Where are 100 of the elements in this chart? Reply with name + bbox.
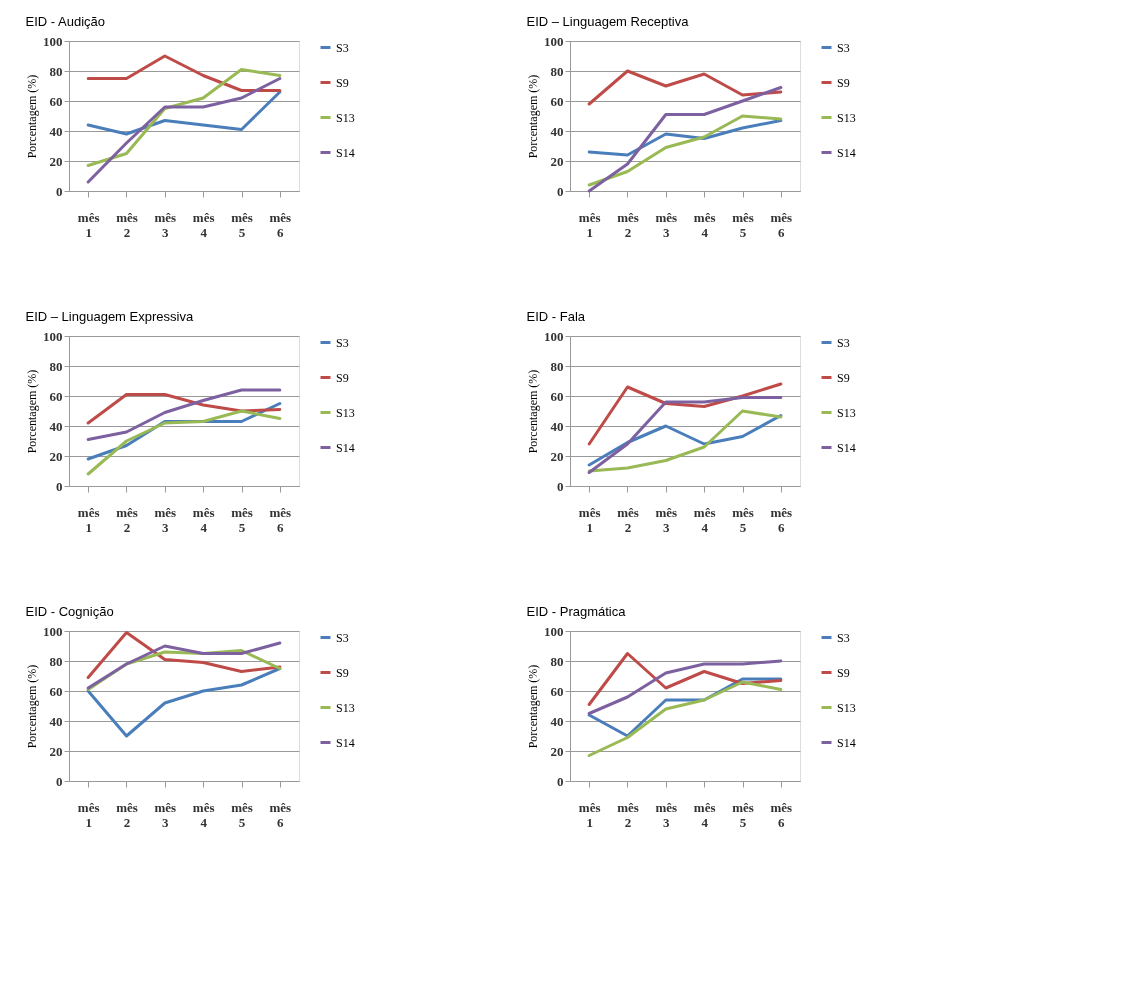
y-tick-label: 80	[550, 358, 564, 374]
legend-label: S9	[336, 370, 349, 385]
legend-label: S14	[336, 440, 355, 455]
y-tick-label: 100	[544, 623, 564, 639]
chart-title: EID – Linguagem Expressiva	[25, 309, 194, 324]
line-series	[86, 77, 282, 184]
legend-label: S3	[837, 40, 850, 55]
legend-label: S3	[336, 40, 349, 55]
line-series	[86, 68, 282, 167]
y-tick-label: 40	[550, 418, 564, 434]
x-tick-label: mês 5	[732, 209, 754, 240]
line-series	[587, 680, 783, 757]
line-series	[86, 667, 282, 738]
y-tick-label: 60	[550, 93, 564, 109]
x-tick-label: mês 5	[231, 504, 253, 535]
x-tick-label: mês 3	[655, 209, 678, 240]
y-axis-title: Porcentagem (%)	[25, 369, 39, 454]
y-axis-title: Porcentagem (%)	[526, 664, 540, 749]
y-tick-label: 80	[550, 63, 564, 79]
x-tick-label: mês 5	[231, 209, 253, 240]
line-series	[86, 393, 282, 425]
x-tick-label: mês 2	[116, 209, 138, 240]
line-series	[86, 631, 282, 679]
y-tick-label: 0	[557, 478, 564, 494]
x-tick-label: mês 3	[655, 799, 678, 830]
x-tick-label: mês 5	[231, 799, 253, 830]
x-tick-label: mês 3	[655, 504, 678, 535]
x-tick-label: mês 1	[77, 799, 100, 830]
x-tick-label: mês 3	[154, 209, 177, 240]
line-series	[86, 388, 282, 441]
legend-label: S13	[837, 405, 856, 420]
x-tick-label: mês 6	[269, 504, 292, 535]
y-tick-label: 0	[56, 478, 63, 494]
y-axis-title: Porcentagem (%)	[526, 74, 540, 159]
y-tick-label: 40	[49, 713, 63, 729]
line-series	[86, 409, 282, 476]
x-tick-label: mês 1	[578, 799, 601, 830]
x-tick-label: mês 6	[770, 799, 793, 830]
y-tick-label: 100	[43, 33, 63, 49]
legend-label: S13	[336, 405, 355, 420]
chart-title: EID - Audição	[25, 14, 105, 29]
x-tick-label: mês 5	[732, 504, 754, 535]
x-tick-label: mês 1	[578, 504, 601, 535]
legend-label: S14	[837, 735, 856, 750]
chart-title: EID - Fala	[526, 309, 586, 324]
legend-label: S13	[837, 700, 856, 715]
legend-label: S9	[837, 665, 850, 680]
line-series	[587, 652, 783, 706]
x-tick-label: mês 4	[693, 209, 716, 240]
y-tick-label: 20	[550, 153, 564, 169]
line-series	[86, 90, 282, 136]
x-tick-label: mês 4	[192, 209, 215, 240]
y-tick-label: 40	[49, 123, 63, 139]
y-tick-label: 100	[544, 328, 564, 344]
legend-label: S9	[336, 665, 349, 680]
x-tick-label: mês 4	[693, 799, 716, 830]
line-series	[587, 69, 783, 106]
legend-label: S13	[336, 110, 355, 125]
x-tick-label: mês 2	[617, 799, 639, 830]
y-tick-label: 60	[550, 683, 564, 699]
legend-label: S3	[336, 335, 349, 350]
line-series	[587, 414, 783, 467]
y-tick-label: 40	[49, 418, 63, 434]
x-tick-label: mês 3	[154, 504, 177, 535]
legend-label: S14	[336, 735, 355, 750]
x-tick-label: mês 1	[77, 209, 100, 240]
legend-label: S14	[837, 440, 856, 455]
y-axis-title: Porcentagem (%)	[526, 369, 540, 454]
y-tick-label: 40	[550, 123, 564, 139]
x-tick-label: mês 2	[116, 504, 138, 535]
y-axis-title: Porcentagem (%)	[25, 74, 39, 159]
x-tick-label: mês 2	[617, 504, 639, 535]
legend-label: S14	[336, 145, 355, 160]
line-series	[86, 641, 282, 690]
y-tick-label: 20	[49, 448, 63, 464]
y-tick-label: 100	[43, 623, 63, 639]
x-tick-label: mês 2	[116, 799, 138, 830]
y-tick-label: 60	[550, 388, 564, 404]
legend-label: S9	[837, 75, 850, 90]
line-series	[587, 119, 783, 157]
line-series	[587, 409, 783, 473]
legend-label: S13	[837, 110, 856, 125]
y-tick-label: 0	[557, 773, 564, 789]
legend-label: S14	[837, 145, 856, 160]
y-tick-label: 60	[49, 683, 63, 699]
x-tick-label: mês 4	[192, 504, 215, 535]
y-tick-label: 0	[56, 183, 63, 199]
y-tick-label: 20	[49, 743, 63, 759]
x-tick-label: mês 1	[77, 504, 100, 535]
y-axis-title: Porcentagem (%)	[25, 664, 39, 749]
y-tick-label: 20	[550, 448, 564, 464]
y-tick-label: 20	[550, 743, 564, 759]
y-tick-label: 0	[56, 773, 63, 789]
y-tick-label: 20	[49, 153, 63, 169]
y-tick-label: 100	[544, 33, 564, 49]
legend-label: S3	[336, 630, 349, 645]
y-tick-label: 80	[49, 63, 63, 79]
y-tick-label: 100	[43, 328, 63, 344]
x-tick-label: mês 3	[154, 799, 177, 830]
y-tick-label: 60	[49, 93, 63, 109]
